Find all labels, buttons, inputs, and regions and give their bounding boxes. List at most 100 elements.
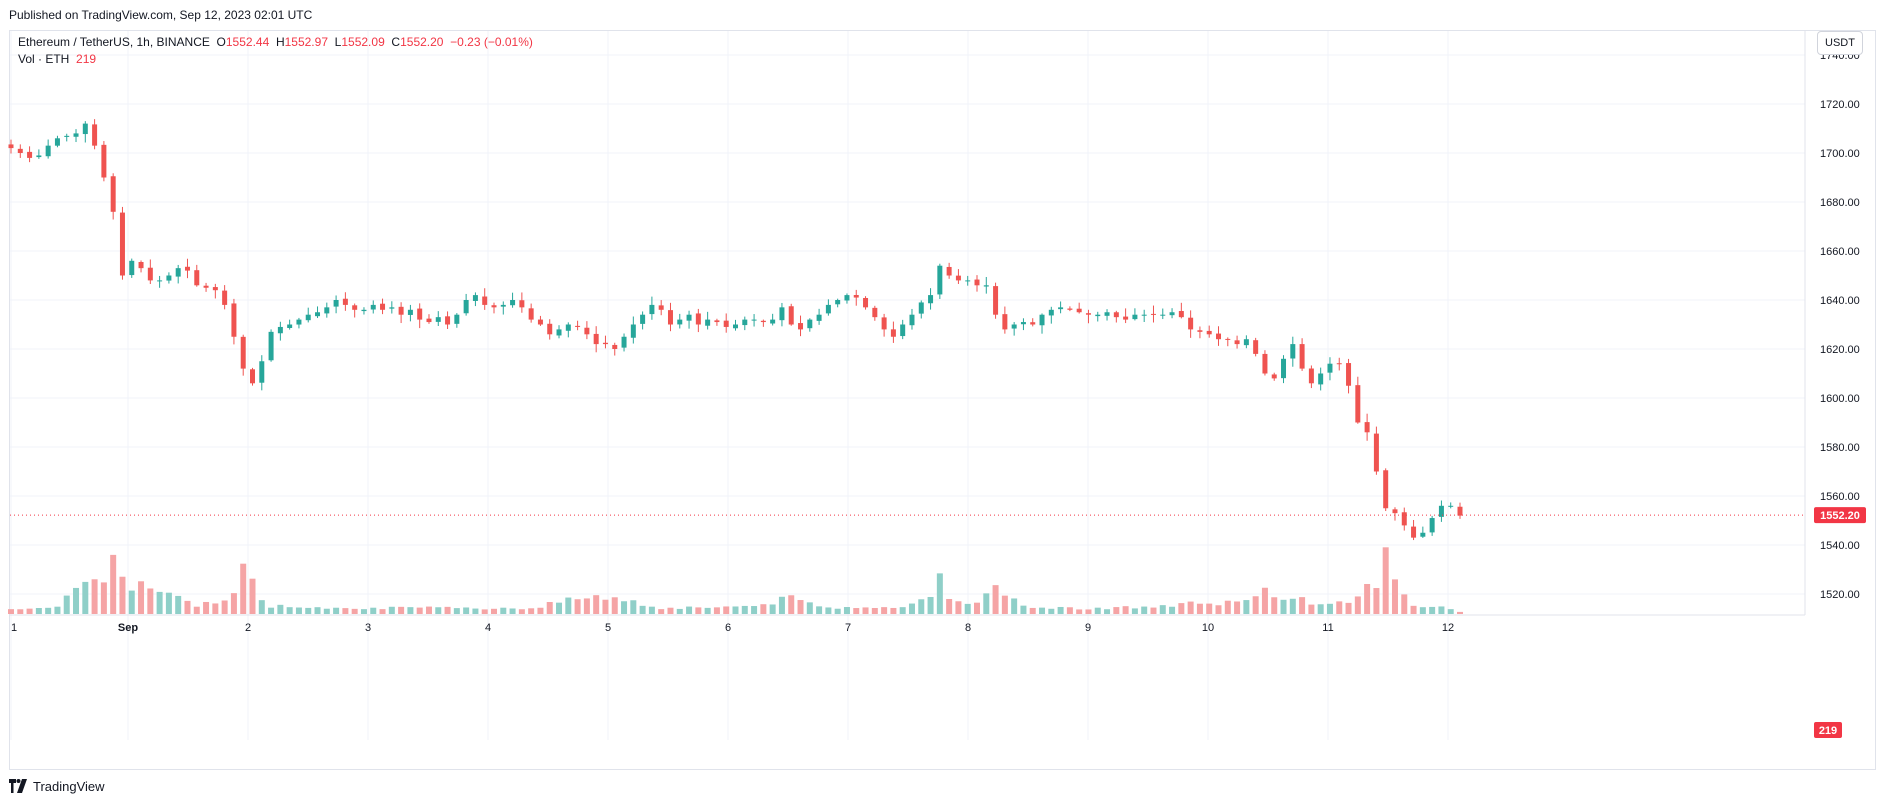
candle-body: [1290, 344, 1296, 359]
candle-body: [147, 267, 153, 281]
published-header: Published on TradingView.com, Sep 12, 20…: [0, 0, 1883, 30]
x-tick-label: 9: [1085, 622, 1091, 634]
volume-bar: [1150, 607, 1157, 614]
candle-body: [454, 314, 460, 324]
volume-bar: [249, 578, 256, 614]
volume-bar: [816, 606, 823, 614]
candle-body: [1030, 322, 1036, 325]
volume-bar: [1354, 596, 1361, 614]
volume-bar: [667, 607, 674, 614]
candle-body: [1429, 518, 1435, 533]
candle-body: [928, 295, 934, 304]
legend-volume-value: 219: [76, 52, 97, 66]
volume-bar: [1419, 607, 1426, 614]
volume-bar: [1364, 584, 1371, 614]
volume-bar: [509, 608, 516, 614]
volume-bar: [621, 601, 628, 614]
candle-body: [528, 308, 534, 320]
volume-bar: [184, 600, 191, 614]
volume-bar: [695, 607, 702, 614]
candle-body: [909, 314, 915, 326]
candle-body: [695, 313, 701, 325]
legend-close-value: 1552.20: [400, 35, 444, 49]
volume-bar: [528, 608, 535, 614]
volume-bar: [630, 600, 637, 614]
candle-body: [993, 286, 999, 315]
volume-bar: [964, 603, 971, 614]
volume-bar: [1104, 609, 1111, 614]
volume-bar: [444, 606, 451, 614]
volume-bar: [602, 599, 609, 614]
volume-bar: [1076, 609, 1083, 614]
x-tick-label: 12: [1442, 622, 1454, 634]
volume-bar: [1048, 608, 1055, 614]
candle-body: [677, 319, 683, 325]
last-price-label: 1552.20: [1820, 510, 1860, 522]
volume-bar: [1345, 602, 1352, 614]
volume-bar: [992, 585, 999, 614]
volume-bar: [611, 597, 618, 614]
candle-body: [1271, 374, 1277, 379]
candle-body: [398, 306, 404, 315]
candle-body: [101, 144, 107, 178]
candle-body: [1076, 308, 1082, 313]
candle-body: [918, 302, 924, 314]
y-tick-label: 1700.00: [1820, 148, 1860, 160]
candle-body: [1104, 312, 1110, 316]
candle-body: [1411, 526, 1417, 538]
candle-body: [1197, 330, 1203, 332]
candle-body: [1067, 308, 1073, 310]
volume-bar: [732, 606, 739, 614]
volume-bar: [946, 598, 953, 614]
candle-body: [463, 300, 469, 314]
volume-bar: [453, 608, 460, 614]
candle-body: [482, 296, 488, 305]
candle-body: [1095, 314, 1101, 317]
candle-body: [630, 324, 636, 338]
candle-body: [380, 303, 386, 310]
x-tick-label: 10: [1202, 622, 1214, 634]
candle-body: [863, 297, 869, 308]
legend-close-label: C: [391, 35, 401, 49]
candle-body: [166, 275, 172, 281]
volume-bar: [871, 607, 878, 614]
volume-bar: [1169, 606, 1176, 614]
candle-body: [602, 342, 608, 345]
candle-body: [426, 318, 432, 323]
volume-bar: [1085, 609, 1092, 614]
volume-bar: [1271, 597, 1278, 614]
volume-bar: [500, 607, 507, 614]
volume-bar: [1029, 607, 1036, 614]
volume-bar: [658, 609, 665, 614]
volume-bar: [82, 581, 89, 614]
candle-body: [1392, 509, 1398, 514]
candle-body: [714, 320, 720, 323]
candle-body: [222, 290, 228, 305]
volume-bar: [853, 608, 860, 614]
volume-bar: [1373, 588, 1380, 614]
candle-body: [593, 333, 599, 345]
candle-body: [472, 295, 478, 301]
candle-body: [287, 324, 293, 328]
candle-body: [1216, 333, 1221, 340]
candle-body: [157, 280, 163, 282]
candle-body: [955, 275, 961, 281]
volume-bar: [258, 600, 265, 614]
chart-frame[interactable]: [9, 30, 1876, 770]
candle-body: [1318, 373, 1324, 385]
candle-body: [742, 319, 748, 326]
volume-bar: [760, 604, 767, 614]
candle-body: [296, 319, 302, 325]
volume-bar: [881, 607, 888, 614]
currency-button[interactable]: USDT: [1817, 31, 1863, 55]
candle-body: [779, 307, 785, 321]
candle-body: [1150, 313, 1156, 315]
volume-bar: [704, 607, 711, 614]
candle-body: [8, 144, 14, 149]
volume-bar: [797, 600, 804, 614]
candle-body: [352, 305, 358, 310]
volume-bar: [138, 581, 145, 614]
candle-body: [1346, 363, 1352, 386]
candle-body: [853, 295, 859, 298]
